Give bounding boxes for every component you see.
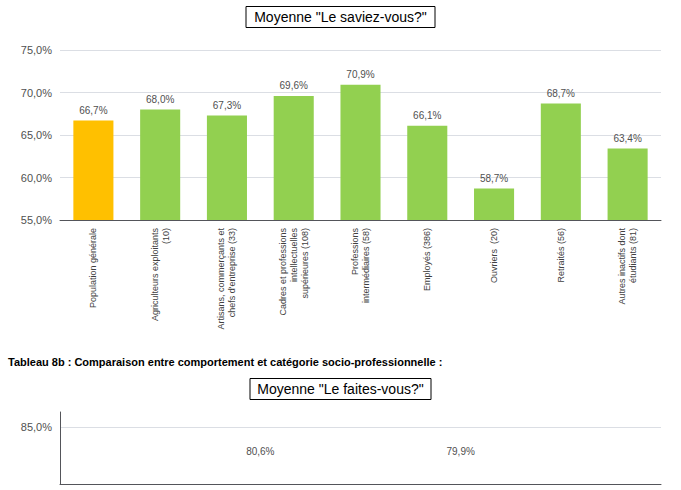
svg-text:chefs d'entreprise (33): chefs d'entreprise (33) — [227, 228, 237, 317]
svg-text:67,3%: 67,3% — [213, 100, 241, 111]
svg-text:68,7%: 68,7% — [547, 88, 575, 99]
svg-text:Employés (386): Employés (386) — [422, 228, 432, 291]
svg-text:55,0%: 55,0% — [21, 214, 52, 226]
svg-text:Retraités (56): Retraités (56) — [556, 228, 566, 283]
svg-text:65,0%: 65,0% — [21, 129, 52, 141]
svg-text:étudiants (81): étudiants (81) — [628, 228, 638, 283]
svg-text:63,4%: 63,4% — [613, 133, 641, 144]
svg-text:Tableau 8b : Comparaison entre: Tableau 8b : Comparaison entre comportem… — [8, 356, 442, 368]
svg-text:58,7%: 58,7% — [480, 173, 508, 184]
svg-text:Artisans, commerçants et: Artisans, commerçants et — [216, 228, 226, 330]
svg-text:supérieures (108): supérieures (108) — [300, 228, 310, 299]
svg-text:(10): (10) — [161, 228, 171, 244]
svg-text:66,7%: 66,7% — [79, 105, 107, 116]
svg-text:Autres inactifs dont: Autres inactifs dont — [617, 228, 627, 305]
svg-text:Agriculteurs exploitants: Agriculteurs exploitants — [150, 228, 160, 322]
svg-text:68,0%: 68,0% — [146, 94, 174, 105]
svg-text:85,0%: 85,0% — [21, 421, 52, 433]
svg-text:Moyenne "Le saviez-vous?": Moyenne "Le saviez-vous?" — [254, 9, 427, 25]
svg-text:79,9%: 79,9% — [446, 446, 474, 457]
svg-text:70,9%: 70,9% — [346, 69, 374, 80]
svg-text:66,1%: 66,1% — [413, 110, 441, 121]
svg-text:69,6%: 69,6% — [280, 80, 308, 91]
svg-text:60,0%: 60,0% — [21, 172, 52, 184]
svg-text:80,6%: 80,6% — [246, 446, 274, 457]
svg-text:Population générale: Population générale — [88, 228, 98, 308]
svg-text:75,0%: 75,0% — [21, 44, 52, 56]
svg-text:intermédiaires (58): intermédiaires (58) — [361, 228, 371, 303]
svg-text:intellectuelles: intellectuelles — [289, 228, 299, 283]
svg-text:Ouvriers (20): Ouvriers (20) — [489, 228, 499, 283]
svg-text:70,0%: 70,0% — [21, 87, 52, 99]
svg-text:Professions: Professions — [350, 228, 360, 276]
svg-text:Cadres et professions: Cadres et professions — [278, 228, 288, 316]
svg-text:Moyenne "Le faites-vous?": Moyenne "Le faites-vous?" — [257, 381, 423, 397]
